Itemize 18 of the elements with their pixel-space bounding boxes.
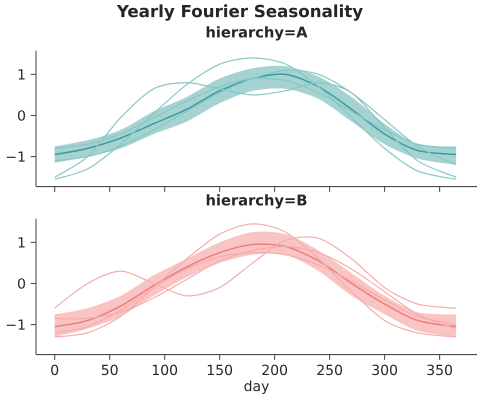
chart-subtitle: hierarchy=A	[206, 26, 308, 41]
y-tick-label: −1	[6, 320, 25, 330]
x-tick-label: 150	[208, 364, 232, 376]
x-tick-label: 50	[102, 364, 118, 376]
chart-title: Yearly Fourier Seasonality	[116, 4, 363, 21]
x-tick-label: 200	[262, 364, 288, 376]
x-tick-label: 250	[317, 364, 342, 376]
x-tick-label: 0	[51, 364, 58, 376]
y-tick-label: −1	[6, 152, 25, 162]
y-tick-label: 0	[18, 110, 26, 121]
y-tick-label: 0	[18, 278, 26, 289]
x-axis-title: day	[244, 380, 269, 394]
y-tick-label: 1	[18, 238, 25, 248]
chart-title: hierarchy=B	[206, 194, 306, 209]
y-tick-label: 1	[18, 70, 25, 80]
x-tick-label: 100	[152, 364, 178, 376]
x-tick-label: 350	[427, 364, 452, 376]
x-tick-label: 300	[372, 364, 398, 376]
